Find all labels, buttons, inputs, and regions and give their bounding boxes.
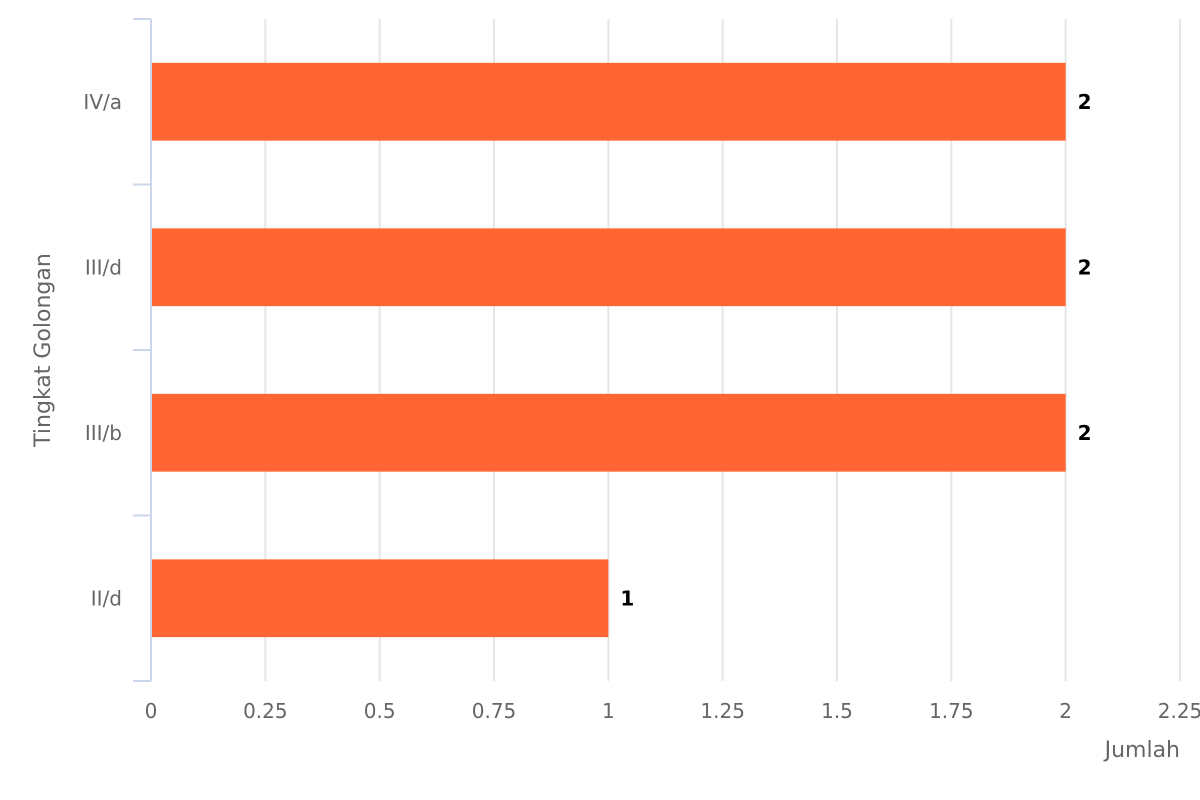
x-axis-title: Jumlah <box>1103 738 1180 763</box>
y-tick-label: III/d <box>85 255 122 279</box>
y-tick-label: IV/a <box>83 90 122 114</box>
x-tick-label: 1.25 <box>700 699 745 723</box>
bar[interactable] <box>151 393 1066 472</box>
axes <box>133 18 152 682</box>
data-label: 2 <box>1078 255 1092 279</box>
bar-series <box>151 62 1066 638</box>
data-label: 1 <box>620 586 634 610</box>
y-tick-label: II/d <box>91 586 122 610</box>
x-tick-label: 2.25 <box>1158 699 1200 723</box>
data-label: 2 <box>1078 90 1092 114</box>
x-tick-label: 0.5 <box>364 699 396 723</box>
x-tick-label: 2 <box>1059 699 1072 723</box>
y-axis-title: Tingkat Golongan <box>31 253 56 448</box>
x-tick-label: 1 <box>602 699 615 723</box>
x-tick-label: 1.5 <box>821 699 853 723</box>
labels: 0 0.25 0.5 0.75 1 1.25 1.5 1.75 2 2.25 IV/a 2 III/d 2… <box>83 90 1200 723</box>
x-tick-label: 0 <box>145 699 158 723</box>
x-tick-label: 0.25 <box>243 699 288 723</box>
x-tick-label: 1.75 <box>929 699 974 723</box>
bar[interactable] <box>151 559 609 638</box>
bar[interactable] <box>151 62 1066 141</box>
x-tick-label: 0.75 <box>472 699 517 723</box>
y-tick-label: III/b <box>85 421 122 445</box>
data-label: 2 <box>1078 421 1092 445</box>
bar[interactable] <box>151 228 1066 307</box>
